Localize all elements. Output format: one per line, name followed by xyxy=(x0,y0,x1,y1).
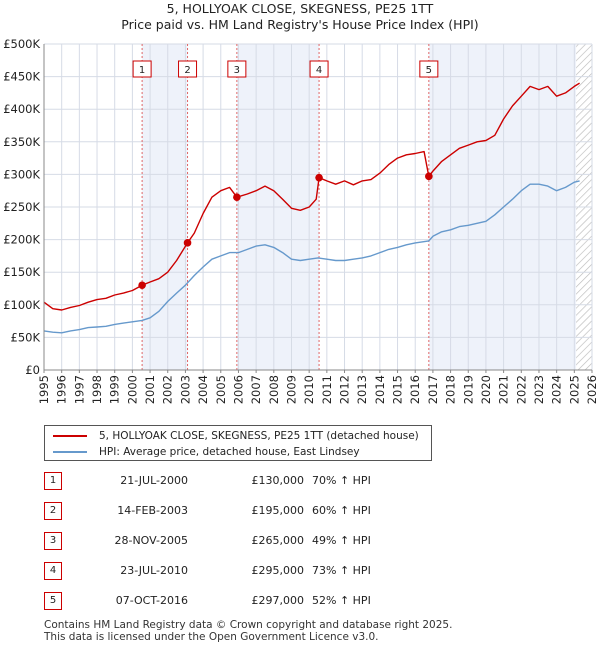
x-tick-label: 2013 xyxy=(355,375,369,404)
sale-row: 5 07-OCT-2016 £297,000 52% ↑ HPI xyxy=(44,592,464,610)
sale-marker-label: 5 xyxy=(426,65,432,76)
sale-number-badge: 2 xyxy=(44,502,62,520)
y-tick-label: £350K xyxy=(3,135,40,149)
sale-row: 2 14-FEB-2003 £195,000 60% ↑ HPI xyxy=(44,502,464,520)
property-price-line xyxy=(43,82,580,311)
sale-hpi-change: 60% ↑ HPI xyxy=(312,504,371,517)
sale-price: £195,000 xyxy=(251,504,305,517)
x-tick-label: 2024 xyxy=(550,375,564,404)
x-tick-label: 2018 xyxy=(444,375,458,404)
x-tick-label: 1996 xyxy=(55,375,69,404)
legend-label-property: 5, HOLLYOAK CLOSE, SKEGNESS, PE25 1TT (d… xyxy=(99,430,419,442)
sale-number-badge: 4 xyxy=(44,562,62,580)
sale-point xyxy=(233,193,241,202)
x-tick-label: 2023 xyxy=(532,375,546,404)
sale-row: 4 23-JUL-2010 £295,000 73% ↑ HPI xyxy=(44,562,464,580)
y-tick-label: £300K xyxy=(3,167,40,181)
hpi-line xyxy=(43,180,580,334)
sale-hpi-change: 73% ↑ HPI xyxy=(312,564,371,577)
x-tick-label: 2003 xyxy=(178,375,192,404)
legend-swatch-property xyxy=(53,435,87,437)
sale-price: £295,000 xyxy=(251,564,305,577)
sale-hpi-change: 70% ↑ HPI xyxy=(312,474,371,487)
sale-point xyxy=(315,173,323,182)
x-tick-label: 2021 xyxy=(497,375,511,404)
x-tick-label: 2010 xyxy=(302,375,316,404)
sale-number-badge: 3 xyxy=(44,532,62,550)
x-tick-label: 2026 xyxy=(585,375,599,404)
sale-number-badge: 5 xyxy=(44,592,62,610)
x-tick-label: 2016 xyxy=(408,375,422,404)
sale-date: 23-JUL-2010 xyxy=(120,564,188,577)
x-tick-label: 2008 xyxy=(267,375,281,404)
chart-title-line1: 5, HOLLYOAK CLOSE, SKEGNESS, PE25 1TT xyxy=(166,1,434,16)
x-tick-label: 2014 xyxy=(373,375,387,404)
x-tick-label: 2004 xyxy=(196,375,210,404)
x-tick-label: 2011 xyxy=(320,375,334,404)
y-tick-label: £250K xyxy=(3,200,40,214)
legend-label-hpi: HPI: Average price, detached house, East… xyxy=(99,446,360,458)
y-tick-label: £400K xyxy=(3,102,40,116)
legend: 5, HOLLYOAK CLOSE, SKEGNESS, PE25 1TT (d… xyxy=(44,425,432,461)
sale-point xyxy=(183,239,192,247)
y-tick-label: £100K xyxy=(3,298,40,312)
x-tick-label: 2002 xyxy=(161,375,175,404)
sale-hpi-change: 52% ↑ HPI xyxy=(312,594,371,607)
price-chart: 1 2 3 4 5 £0 £50K £100K £150K £200K £250K £300K £35… xyxy=(3,37,599,404)
legend-item-property: 5, HOLLYOAK CLOSE, SKEGNESS, PE25 1TT (d… xyxy=(53,428,419,444)
sale-marker-label: 3 xyxy=(234,65,240,76)
footer-line1: Contains HM Land Registry data © Crown c… xyxy=(44,619,453,631)
x-tick-label: 1995 xyxy=(37,375,51,404)
sale-price: £130,000 xyxy=(251,474,305,487)
legend-item-hpi: HPI: Average price, detached house, East… xyxy=(53,444,360,460)
x-tick-label: 2017 xyxy=(426,375,440,404)
sale-marker-label: 4 xyxy=(316,65,322,76)
chart-subtitle: Price paid vs. HM Land Registry's House … xyxy=(121,17,479,32)
footer-line2: This data is licensed under the Open Gov… xyxy=(44,631,379,643)
x-tick-label: 2000 xyxy=(125,375,139,404)
x-tick-label: 2019 xyxy=(461,375,475,404)
sale-point xyxy=(425,172,433,181)
x-tick-label: 1998 xyxy=(90,375,104,404)
sale-date: 07-OCT-2016 xyxy=(115,594,188,607)
x-tick-label: 2009 xyxy=(284,375,298,404)
legend-swatch-hpi xyxy=(53,451,87,453)
y-tick-label: £450K xyxy=(3,70,40,84)
sale-marker-box xyxy=(309,60,329,78)
sale-number-badge: 1 xyxy=(44,472,62,490)
sale-price: £297,000 xyxy=(251,594,305,607)
x-tick-label: 2020 xyxy=(479,375,493,404)
x-tick-label: 1999 xyxy=(108,375,122,404)
x-tick-label: 2005 xyxy=(214,375,228,404)
chart-title: 5, HOLLYOAK CLOSE, SKEGNESS, PE25 1TT Pr… xyxy=(0,1,600,33)
sale-hpi-change: 49% ↑ HPI xyxy=(312,534,371,547)
x-tick-label: 2022 xyxy=(514,375,528,404)
sale-date: 21-JUL-2000 xyxy=(120,474,188,487)
sale-marker-box xyxy=(178,60,198,78)
sale-marker-box xyxy=(132,60,152,78)
y-tick-label: £0 xyxy=(25,363,40,377)
y-tick-label: £150K xyxy=(3,265,40,279)
x-tick-label: 1997 xyxy=(72,375,86,404)
x-tick-label: 2006 xyxy=(231,375,245,404)
x-tick-label: 2007 xyxy=(249,375,263,404)
sale-date: 28-NOV-2005 xyxy=(114,534,188,547)
x-tick-label: 2001 xyxy=(143,375,157,404)
y-tick-label: £200K xyxy=(3,233,40,247)
sale-date: 14-FEB-2003 xyxy=(117,504,188,517)
x-tick-label: 2012 xyxy=(338,375,352,404)
sale-marker-box xyxy=(227,60,247,78)
footer-attribution: Contains HM Land Registry data © Crown c… xyxy=(44,619,452,643)
y-tick-label: £500K xyxy=(3,37,40,51)
y-tick-label: £50K xyxy=(11,330,41,344)
sale-marker-label: 1 xyxy=(139,65,145,76)
sale-row: 1 21-JUL-2000 £130,000 70% ↑ HPI xyxy=(44,472,464,490)
x-tick-label: 2015 xyxy=(391,375,405,404)
sale-marker-label: 2 xyxy=(184,65,190,76)
sale-price: £265,000 xyxy=(251,534,305,547)
x-tick-label: 2025 xyxy=(567,375,581,404)
sale-marker-box xyxy=(419,60,439,78)
sale-point xyxy=(138,281,146,290)
sale-row: 3 28-NOV-2005 £265,000 49% ↑ HPI xyxy=(44,532,464,550)
